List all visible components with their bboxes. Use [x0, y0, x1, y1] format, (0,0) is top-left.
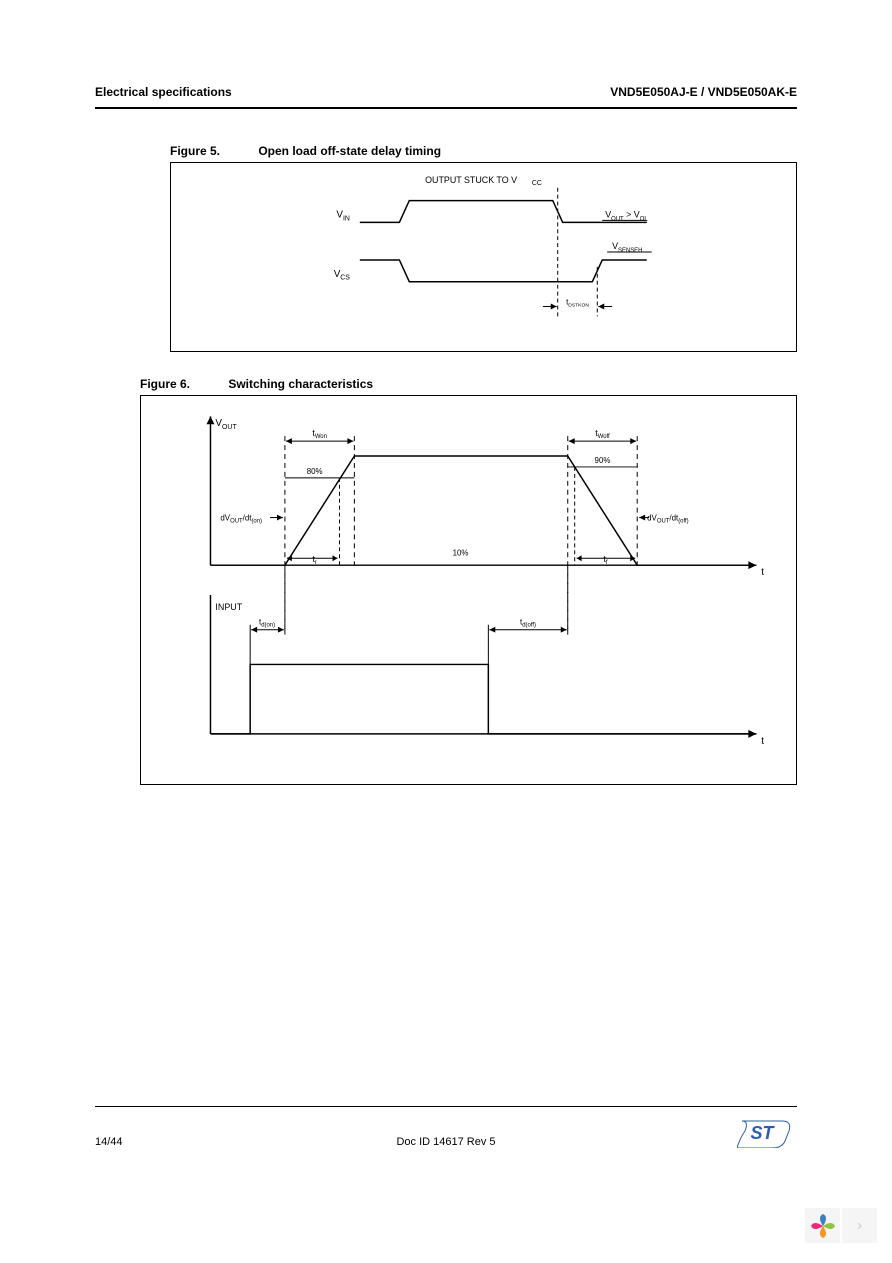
twoff-label: tWoff	[595, 428, 610, 440]
tr-label: tr	[312, 554, 316, 566]
vin-label: VIN	[336, 209, 350, 222]
figure5-diagram: OUTPUT STUCK TO VCC VIN VOUT > VOL VSENS…	[170, 162, 797, 352]
t-axis2-label: t	[761, 736, 764, 747]
chevron-right-icon: ›	[857, 1217, 862, 1235]
doc-id: Doc ID 14617 Rev 5	[396, 1136, 495, 1148]
tdon-label: td(on)	[259, 618, 275, 629]
pct90-label: 90%	[595, 456, 611, 465]
input-axis-label: INPUT	[215, 602, 242, 612]
figure6-diagram: VOUT t tWon tWoff	[140, 395, 797, 785]
nav-controls: ›	[805, 1208, 877, 1243]
figure5-number: Figure 5.	[170, 144, 255, 158]
svg-text:ST: ST	[750, 1123, 775, 1143]
twon-label: tWon	[312, 428, 327, 440]
header-right: VND5E050AJ-E / VND5E050AK-E	[610, 85, 797, 99]
figure5-caption: Open load off-state delay timing	[258, 144, 441, 158]
page-footer: 14/44 Doc ID 14617 Rev 5 ST	[95, 1106, 797, 1148]
figure5-title: Figure 5. Open load off-state delay timi…	[95, 144, 797, 158]
tf-label: tf	[603, 554, 607, 566]
dvon-label: dVOUT/dt(on)	[220, 514, 262, 525]
pct10-label: 10%	[453, 548, 469, 557]
st-logo: ST	[737, 1113, 797, 1148]
tdoff-label: td(off)	[520, 618, 536, 629]
output-stuck-label: OUTPUT STUCK TO VCC	[425, 175, 542, 187]
pinwheel-icon[interactable]	[805, 1208, 840, 1243]
next-page-button[interactable]: ›	[842, 1208, 877, 1243]
pct80-label: 80%	[307, 467, 323, 476]
figure6-number: Figure 6.	[140, 377, 225, 391]
figure6-caption: Switching characteristics	[228, 377, 373, 391]
dvoff-label: dVOUT/dt(off)	[647, 514, 689, 525]
vout-axis-label: VOUT	[215, 418, 237, 431]
t-axis1-label: t	[761, 567, 764, 578]
page-header: Electrical specifications VND5E050AJ-E /…	[95, 85, 797, 109]
tdstkon-label: tDSTKON	[566, 297, 589, 308]
header-left: Electrical specifications	[95, 85, 232, 99]
figure6-title: Figure 6. Switching characteristics	[95, 377, 797, 391]
vcs-label: VCS	[334, 269, 351, 282]
page-number: 14/44	[95, 1136, 123, 1148]
